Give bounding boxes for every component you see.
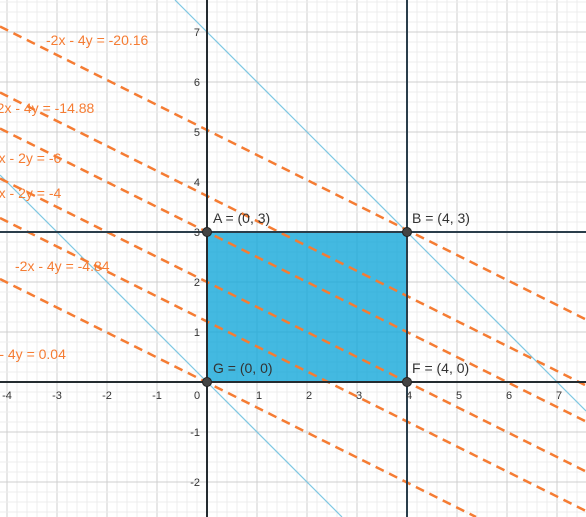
equation-label: -x - 2y = -6 bbox=[0, 150, 62, 166]
point-label-a: A = (0, 3) bbox=[213, 210, 270, 226]
equation-labels: -2x - 4y = -20.16 -2x - 4y = -14.88 -x -… bbox=[0, 32, 149, 362]
tick-labels: -4 -3 -2 -1 0 1 2 3 4 5 6 7 -2 -1 1 2 3 … bbox=[2, 27, 562, 489]
y-tick-label: 7 bbox=[194, 27, 200, 39]
point-marker bbox=[202, 377, 212, 387]
y-tick-label: 1 bbox=[194, 327, 200, 339]
y-tick-label: 3 bbox=[194, 227, 200, 239]
blue-line bbox=[174, 0, 586, 412]
equation-label: -2x - 4y = -14.88 bbox=[0, 100, 95, 116]
x-tick-label: 1 bbox=[256, 390, 262, 402]
point-marker bbox=[402, 377, 412, 387]
equation-label: -2x - 4y = 0.04 bbox=[0, 346, 66, 362]
dashed-line bbox=[0, 91, 586, 387]
points bbox=[202, 227, 412, 387]
point-marker bbox=[402, 227, 412, 237]
dashed-line bbox=[0, 277, 477, 517]
x-tick-label: 2 bbox=[306, 390, 312, 402]
feasible-region bbox=[207, 232, 407, 382]
dashed-line bbox=[0, 127, 586, 423]
equation-label: -x - 2y = -4 bbox=[0, 185, 62, 201]
y-tick-label: 5 bbox=[194, 127, 200, 139]
point-label-f: F = (4, 0) bbox=[412, 360, 469, 376]
shaded-rectangle-region bbox=[207, 232, 407, 382]
point-labels: A = (0, 3) B = (4, 3) G = (0, 0) F = (4,… bbox=[213, 210, 470, 376]
x-tick-label: -1 bbox=[152, 390, 162, 402]
y-tick-label: 4 bbox=[194, 177, 200, 189]
x-tick-label: 0 bbox=[194, 390, 200, 402]
point-marker bbox=[202, 227, 212, 237]
x-tick-label: 4 bbox=[406, 390, 412, 402]
x-tick-label: 7 bbox=[556, 390, 562, 402]
dashed-line bbox=[0, 216, 586, 513]
y-tick-label: 6 bbox=[194, 77, 200, 89]
dashed-line bbox=[0, 25, 586, 321]
x-tick-label: -2 bbox=[102, 390, 112, 402]
equation-label: -2x - 4y = -4.84 bbox=[15, 258, 110, 274]
x-tick-label: -4 bbox=[2, 390, 12, 402]
dashed-line bbox=[0, 177, 586, 473]
point-label-g: G = (0, 0) bbox=[213, 360, 273, 376]
x-tick-label: 5 bbox=[456, 390, 462, 402]
y-tick-label: -1 bbox=[190, 427, 200, 439]
x-tick-label: -3 bbox=[52, 390, 62, 402]
point-label-b: B = (4, 3) bbox=[412, 210, 470, 226]
y-tick-label: -2 bbox=[190, 477, 200, 489]
y-tick-label: 2 bbox=[194, 277, 200, 289]
x-tick-label: 6 bbox=[506, 390, 512, 402]
equation-label: -2x - 4y = -20.16 bbox=[46, 32, 149, 48]
dashed-objective-lines bbox=[0, 25, 586, 517]
x-tick-label: 3 bbox=[356, 390, 362, 402]
